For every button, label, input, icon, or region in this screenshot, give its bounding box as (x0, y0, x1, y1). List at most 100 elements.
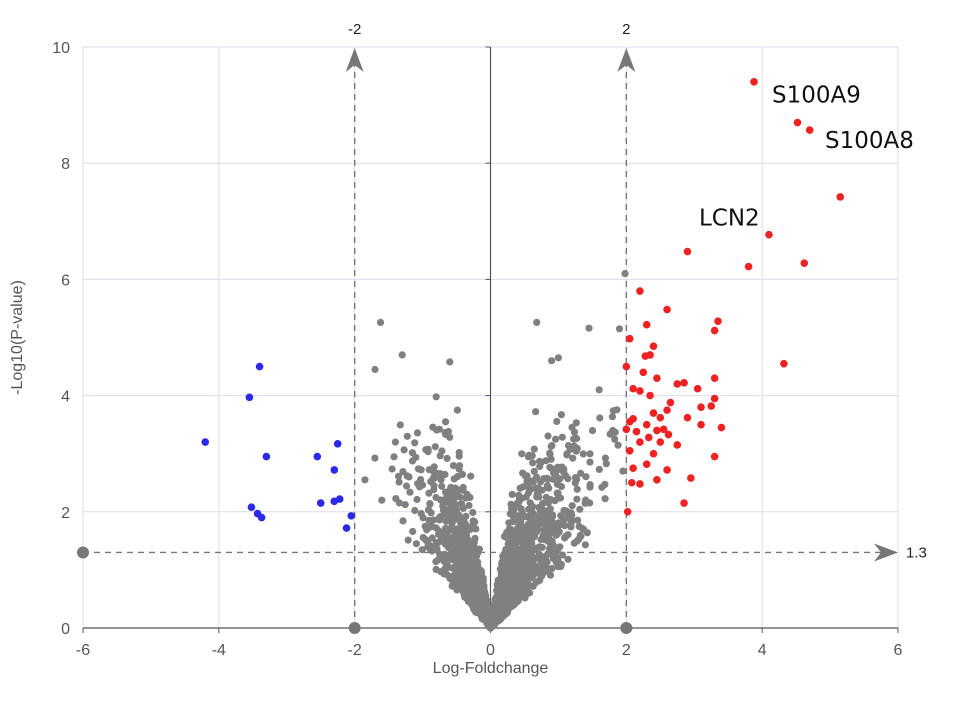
data-point-not-significant (608, 413, 617, 421)
labels-layer: S100A9 S100A8 LCN2 (699, 83, 914, 232)
data-point-up (641, 352, 650, 360)
y-tick-label: 2 (61, 505, 70, 522)
data-point-not-significant (469, 508, 477, 517)
data-point-not-significant (428, 534, 436, 542)
data-point-not-significant (509, 592, 517, 601)
data-point-not-significant (575, 535, 583, 544)
data-point-not-significant (554, 519, 563, 527)
data-point-not-significant (424, 445, 432, 453)
x-tick-label: -2 (348, 642, 362, 659)
data-point-not-significant (517, 537, 526, 545)
data-point-up (666, 398, 675, 407)
data-point-not-significant (414, 465, 422, 473)
data-point-not-significant (562, 532, 570, 540)
data-point-not-significant (437, 552, 445, 560)
data-point-not-significant (514, 568, 522, 576)
x-tick-label: -6 (76, 642, 90, 659)
data-point-up (693, 384, 702, 393)
data-point-up (636, 387, 644, 395)
data-point-not-significant (411, 506, 419, 515)
y-tick-label: 6 (61, 272, 70, 289)
data-point-not-significant (539, 531, 547, 539)
data-point-up (629, 464, 637, 473)
data-point-not-significant (557, 411, 566, 419)
data-point-up (649, 342, 658, 351)
data-point-not-significant (544, 432, 552, 440)
data-point-not-significant (395, 478, 403, 486)
data-point-not-significant (435, 425, 443, 433)
data-point-not-significant (528, 529, 537, 537)
data-point-down (262, 452, 271, 461)
data-point-not-significant (425, 489, 433, 497)
data-point-up (659, 425, 668, 434)
data-point-down (330, 466, 339, 474)
data-point-not-significant (404, 536, 412, 544)
data-point-up (710, 394, 719, 403)
data-point-up (622, 425, 631, 434)
data-point-not-significant (530, 467, 538, 475)
data-point-not-significant (405, 473, 413, 481)
data-point-not-significant (455, 535, 463, 543)
data-point-not-significant (554, 354, 563, 362)
data-point-not-significant (413, 495, 421, 504)
data-point-down (342, 524, 351, 532)
data-point-not-significant (402, 482, 411, 490)
y-tick-label: 10 (52, 40, 70, 57)
data-point-not-significant (549, 541, 558, 550)
data-point-not-significant (538, 560, 547, 569)
data-point-not-significant (570, 428, 579, 436)
x-tick-label: 0 (486, 642, 495, 659)
data-point-up (649, 409, 658, 417)
data-point-not-significant (417, 509, 425, 518)
data-point-not-significant (537, 478, 545, 486)
data-point-not-significant (427, 546, 435, 554)
data-point-not-significant (568, 502, 576, 510)
y-tick-label: 4 (61, 389, 70, 406)
data-point-not-significant (508, 601, 516, 609)
data-point-up (642, 420, 651, 429)
data-point-not-significant (437, 496, 445, 504)
data-point-not-significant (503, 587, 511, 595)
data-point-not-significant (577, 469, 585, 477)
data-point-not-significant (573, 485, 581, 493)
data-point-not-significant (452, 515, 460, 523)
data-point-not-significant (557, 482, 566, 491)
data-point-not-significant (392, 495, 400, 503)
data-point-not-significant (573, 444, 581, 453)
data-point-not-significant (585, 324, 593, 332)
data-point-not-significant (467, 472, 475, 480)
data-point-not-significant (508, 504, 516, 512)
data-point-not-significant (596, 414, 604, 422)
data-point-not-significant (466, 493, 474, 501)
data-point-up (800, 259, 809, 267)
data-point-not-significant (533, 493, 541, 501)
data-point-not-significant (621, 270, 629, 278)
data-point-not-significant (556, 475, 564, 483)
data-point-not-significant (515, 498, 523, 506)
data-point-not-significant (436, 452, 444, 460)
data-point-down (333, 440, 342, 448)
data-point-not-significant (545, 527, 553, 535)
data-point-not-significant (450, 475, 458, 483)
data-point-not-significant (573, 495, 581, 503)
data-point-down (201, 438, 210, 446)
data-point-not-significant (595, 386, 603, 394)
threshold-marker (348, 622, 361, 634)
data-point-not-significant (484, 616, 492, 624)
data-point-down (347, 512, 356, 520)
data-point-not-significant (406, 488, 414, 496)
data-point-not-significant (546, 450, 554, 458)
data-point-not-significant (611, 435, 619, 443)
data-point-not-significant (542, 457, 550, 465)
gene-annotation: S100A8 (825, 128, 914, 154)
data-point-not-significant (523, 477, 531, 485)
data-point-not-significant (408, 449, 416, 457)
data-point-not-significant (517, 532, 525, 540)
data-point-not-significant (391, 438, 399, 446)
data-point-not-significant (452, 485, 460, 493)
data-point-down (335, 495, 344, 503)
data-point-up (697, 403, 705, 412)
data-point-up (710, 326, 719, 335)
data-point-up (680, 499, 688, 507)
data-point-not-significant (526, 589, 534, 597)
